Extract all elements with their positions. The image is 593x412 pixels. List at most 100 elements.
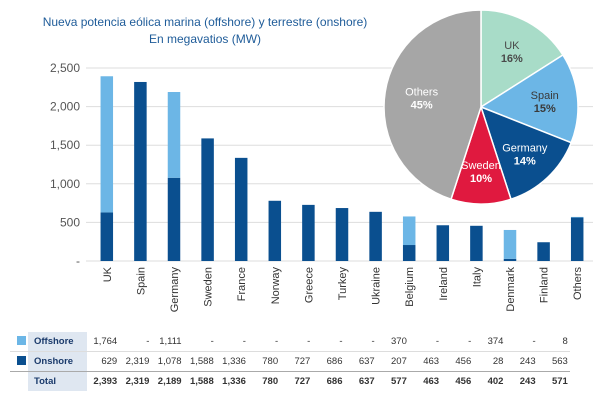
pie-label: Germany xyxy=(502,143,548,155)
bar-onshore xyxy=(134,81,147,261)
table-cell: 2,319 xyxy=(119,371,152,391)
table-cell: 1,764 xyxy=(93,336,118,347)
table-cell: 629 xyxy=(87,351,120,372)
table-cell: 1,588 xyxy=(183,351,216,372)
table-cell: 2,319 xyxy=(119,351,152,372)
table-row-offshore: Offshore 1,764-1,111- - - - - -370- -374-8 xyxy=(10,332,570,352)
table-cell: - xyxy=(274,336,279,347)
bar-onshore xyxy=(402,245,416,261)
table-cell: 780 xyxy=(247,371,281,391)
table-cell: 463 xyxy=(408,351,442,372)
x-tick-label: Greece xyxy=(303,267,315,303)
row-label: Total xyxy=(28,371,87,391)
table-cell: - xyxy=(210,336,214,347)
data-table: Offshore 1,764-1,111- - - - - -370- -374-8 Onsho… xyxy=(10,332,570,391)
table-cell: - xyxy=(146,336,150,347)
bar-offshore xyxy=(167,92,181,178)
pie-label: UK xyxy=(504,40,520,52)
bar-onshore xyxy=(201,138,214,261)
table-cell: - xyxy=(339,336,343,347)
table-cell: 374 xyxy=(487,336,504,347)
bar-onshore xyxy=(268,200,282,261)
pie-value: 15% xyxy=(534,103,556,115)
y-tick-label: 500 xyxy=(60,215,80,229)
row-label: Offshore xyxy=(28,332,87,352)
legend-swatch-cell xyxy=(10,371,28,391)
x-tick-label: Spain xyxy=(135,267,147,295)
pie-label: Spain xyxy=(531,90,559,102)
bar-onshore xyxy=(369,211,382,261)
x-tick-label: Italy xyxy=(471,267,483,288)
table-cell: 402 xyxy=(473,371,506,391)
x-tick-label: Norway xyxy=(270,267,282,305)
bar-onshore xyxy=(302,204,315,261)
table-cell: 780 xyxy=(247,351,281,372)
table-cell: 686 xyxy=(312,371,345,391)
table-cell: 2,393 xyxy=(87,371,120,391)
x-tick-label: Turkey xyxy=(337,267,349,301)
x-tick-label: France xyxy=(236,267,248,301)
x-tick-label: Others xyxy=(572,267,584,301)
pie-slice xyxy=(480,9,564,109)
table-cell: 463 xyxy=(408,371,442,391)
bar-offshore xyxy=(100,76,114,213)
x-tick-label: UK xyxy=(102,266,114,282)
legend-swatch-cell xyxy=(10,332,28,352)
table-cell: 456 xyxy=(441,351,474,372)
pie-slice xyxy=(383,9,482,201)
table-cell: - xyxy=(468,336,472,347)
table-cell: 686 xyxy=(312,351,345,372)
pie-value: 16% xyxy=(501,53,523,65)
bar-offshore xyxy=(503,229,517,259)
x-tick-label: Germany xyxy=(169,267,181,313)
y-tick-label: 2,500 xyxy=(50,61,80,75)
table-cell: 1,111 xyxy=(159,336,182,347)
x-tick-label: Finland xyxy=(539,267,551,303)
pie-value: 10% xyxy=(470,173,492,185)
table-cell: 243 xyxy=(505,351,538,372)
table-cell: 370 xyxy=(391,336,407,347)
chart-title-line-2: En megavatios (MW) xyxy=(148,32,262,46)
table-cell: - xyxy=(307,336,311,347)
bar-offshore xyxy=(570,216,584,218)
chart-title-line-1: Nueva potencia eólica marina (offshore) … xyxy=(42,15,368,29)
x-tick-label: Sweden xyxy=(203,267,215,307)
table-cell: 577 xyxy=(376,371,409,391)
bar-onshore xyxy=(234,157,248,261)
table-cell: 563 xyxy=(537,351,570,372)
table-cell: 1,336 xyxy=(215,351,248,372)
table-cell: 637 xyxy=(344,351,377,372)
bar-onshore xyxy=(436,225,450,261)
y-tick-label: 1,000 xyxy=(50,177,80,191)
bar-offshore xyxy=(402,216,416,246)
chart-title: Nueva potencia eólica marina (offshore) … xyxy=(20,14,390,48)
bar-onshore xyxy=(537,242,550,261)
legend-swatch xyxy=(17,355,26,365)
bar-onshore xyxy=(335,208,349,261)
x-tick-label: Belgium xyxy=(404,267,416,307)
pie-slice xyxy=(479,53,579,144)
legend-swatch xyxy=(17,335,26,345)
pie-label: Others xyxy=(405,87,439,99)
y-tick-label: 2,000 xyxy=(50,100,80,114)
table-cell: 456 xyxy=(441,371,474,391)
x-tick-label: Denmark xyxy=(505,267,517,312)
table-cell: 727 xyxy=(280,351,313,372)
row-label: Onshore xyxy=(28,351,87,372)
table-cell: 1,078 xyxy=(151,351,184,372)
table-cell: - xyxy=(242,336,246,347)
bar-onshore xyxy=(503,258,517,261)
table-cell: 571 xyxy=(537,371,570,391)
table-cell: 637 xyxy=(344,371,377,391)
table-row-onshore: Onshore 629 2,319 1,078 1,588 1,336 780 727 686 6… xyxy=(10,351,570,372)
legend-swatch-cell xyxy=(10,351,28,372)
pie-value: 45% xyxy=(411,100,433,112)
table-cell: 1,336 xyxy=(215,371,248,391)
table-cell: 28 xyxy=(473,351,506,372)
table-cell: - xyxy=(435,336,440,347)
table-cell: 1,588 xyxy=(183,371,216,391)
x-tick-label: Ukraine xyxy=(371,267,383,305)
bar-onshore xyxy=(570,217,584,261)
table-cell: 243 xyxy=(505,371,538,391)
